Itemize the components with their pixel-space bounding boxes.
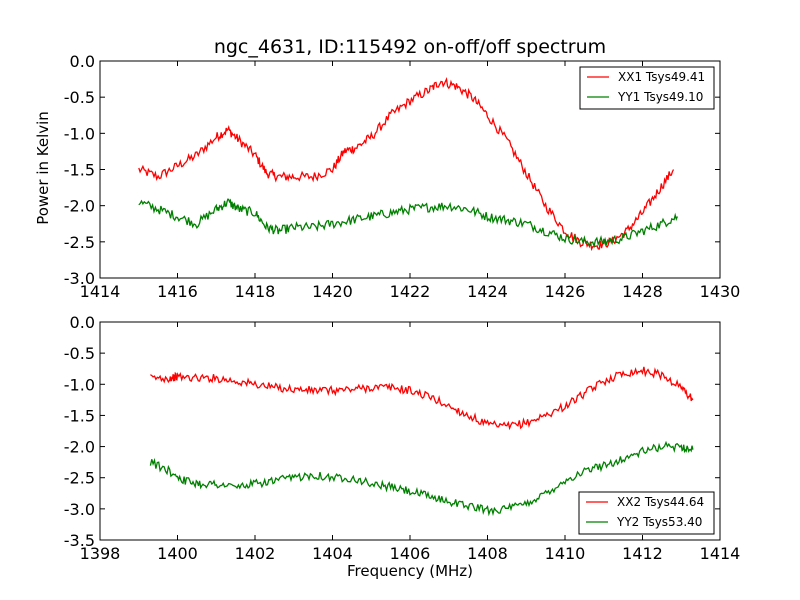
y-tick-label: 0.0 (70, 52, 95, 71)
x-tick-label: 1406 (390, 544, 431, 563)
x-tick-label: 1418 (235, 282, 276, 301)
legend-label: XX1 Tsys49.41 (618, 70, 705, 84)
legend-label: YY1 Tsys49.10 (617, 90, 703, 104)
y-tick-label: -1.0 (64, 375, 95, 394)
y-tick-label: -2.5 (64, 469, 95, 488)
x-tick-label: 1400 (157, 544, 198, 563)
x-tick-label: 1414 (80, 282, 121, 301)
x-tick-label: 1428 (622, 282, 663, 301)
legend-label: YY2 Tsys53.40 (616, 515, 702, 529)
x-tick-label: 1412 (622, 544, 663, 563)
x-tick-label: 1420 (312, 282, 353, 301)
y-tick-label: -1.5 (64, 406, 95, 425)
y-tick-label: -1.5 (64, 161, 95, 180)
series-line-xx2 (150, 366, 694, 431)
x-tick-label: 1398 (80, 544, 121, 563)
x-tick-label: 1422 (390, 282, 431, 301)
y-tick-label: -3.5 (64, 531, 95, 550)
x-tick-label: 1402 (235, 544, 276, 563)
top-y-axis-label: Power in Kelvin (34, 111, 52, 225)
y-tick-label: -1.0 (64, 124, 95, 143)
x-tick-label: 1426 (545, 282, 586, 301)
series-line-yy1 (138, 198, 678, 249)
x-tick-label: 1410 (545, 544, 586, 563)
bottom-x-axis-label: Frequency (MHz) (347, 562, 473, 580)
chart-title: ngc_4631, ID:115492 on-off/off spectrum (214, 36, 606, 58)
y-tick-label: -2.0 (64, 438, 95, 457)
legend-box (579, 66, 715, 110)
x-tick-label: 1416 (157, 282, 198, 301)
x-tick-label: 1414 (700, 544, 741, 563)
series-line-yy2 (149, 440, 694, 517)
y-tick-label: -2.5 (64, 233, 95, 252)
x-tick-label: 1424 (467, 282, 508, 301)
y-tick-label: -0.5 (64, 344, 95, 363)
y-tick-label: -0.5 (64, 88, 95, 107)
legend-box (578, 491, 715, 535)
y-tick-label: -3.0 (64, 269, 95, 288)
top-plot-panel: 1414 1416 1418 1420 1422 1424 1426 1428 1430 -3.0… (64, 52, 741, 301)
bottom-plot-panel: 1398 1400 1402 1404 1406 1408 1410 1412 1414 -3.5… (64, 313, 741, 563)
y-tick-label: -2.0 (64, 197, 95, 216)
y-tick-label: 0.0 (70, 313, 95, 332)
y-tick-label: -3.0 (64, 500, 95, 519)
legend-label: XX2 Tsys44.64 (617, 495, 704, 509)
x-tick-label: 1404 (312, 544, 353, 563)
x-tick-label: 1408 (467, 544, 508, 563)
x-tick-label: 1430 (700, 282, 741, 301)
